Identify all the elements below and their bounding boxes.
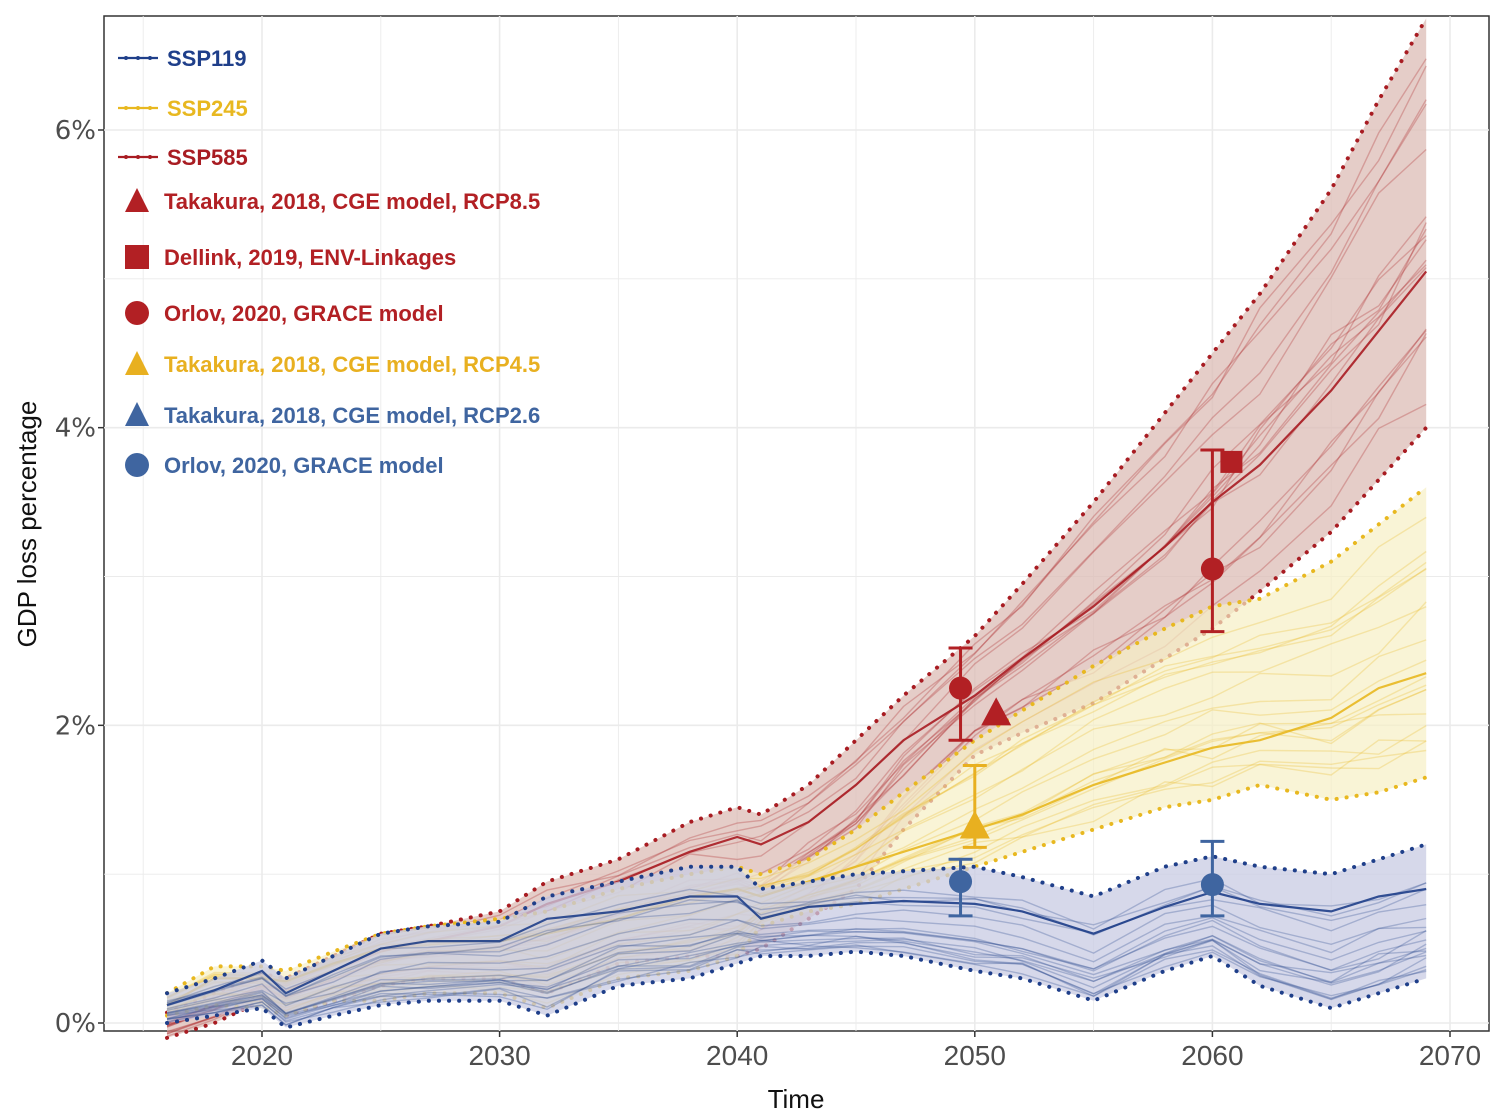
x-tick-label: 2050: [944, 1040, 1006, 1071]
band-fill-ssp585: [167, 18, 1427, 1038]
x-tick-label: 2070: [1419, 1040, 1481, 1071]
x-tick-label: 2040: [706, 1040, 768, 1071]
legend-dot: [148, 155, 152, 159]
x-tick-label: 2030: [468, 1040, 530, 1071]
literature-point: [1200, 839, 1225, 918]
legend-label: Takakura, 2018, CGE model, RCP2.6: [164, 403, 540, 428]
legend-label: Dellink, 2019, ENV-Linkages: [164, 245, 456, 270]
ensemble-line-ssp119: [166, 930, 1427, 1015]
x-tick-label: 2020: [231, 1040, 293, 1071]
ensemble-line-ssp119: [166, 939, 1427, 1026]
legend-item: Takakura, 2018, CGE model, RCP2.6: [125, 402, 540, 428]
ensemble-line-ssp119: [166, 934, 1427, 1017]
y-tick-label: 2%: [55, 711, 96, 741]
ensemble-line-ssp119: [166, 937, 1427, 1017]
square-marker: [1220, 450, 1243, 473]
ensemble-line-ssp119: [166, 916, 1427, 1015]
legend-item: Takakura, 2018, CGE model, RCP8.5: [125, 188, 540, 214]
upper-bound-ssp119: [165, 842, 1429, 996]
y-tick-label: 6%: [55, 116, 96, 146]
ensemble-line-ssp119: [166, 945, 1427, 1026]
circle-marker: [949, 870, 973, 894]
legend-label: SSP585: [167, 145, 248, 170]
legend-triangle-key: [125, 188, 149, 212]
legend-dot: [124, 155, 128, 159]
legend-label: Orlov, 2020, GRACE model: [164, 301, 444, 326]
legend-label: Orlov, 2020, GRACE model: [164, 453, 444, 478]
triangle-marker: [981, 697, 1012, 726]
band-ssp119: [165, 842, 1429, 1030]
x-axis-title: Time: [768, 1084, 825, 1114]
legend-circle-key: [125, 301, 149, 325]
literature-point: [981, 697, 1012, 726]
literature-points: [948, 448, 1243, 918]
legend-dot: [136, 155, 140, 159]
ensemble-line-ssp119: [166, 925, 1427, 1015]
circle-marker: [1200, 873, 1224, 897]
legend-item: Orlov, 2020, GRACE model: [125, 301, 444, 326]
legend-label: SSP245: [167, 96, 248, 121]
y-tick-label: 4%: [55, 414, 96, 444]
legend-item: SSP585: [118, 145, 248, 170]
legend-label: Takakura, 2018, CGE model, RCP4.5: [164, 352, 540, 377]
ensemble-line-ssp119: [166, 935, 1427, 1020]
legend-label: SSP119: [167, 46, 247, 71]
legend: SSP119 SSP245 SSP585 Takakura, 2018, CGE mo…: [118, 46, 540, 478]
legend-label: Takakura, 2018, CGE model, RCP8.5: [164, 189, 540, 214]
legend-circle-key: [125, 453, 149, 477]
lower-bound-ssp119: [165, 949, 1429, 1030]
legend-item: Orlov, 2020, GRACE model: [125, 453, 444, 478]
axes: 2020 2030 2040 2050 2060 2070 0% 2% 4% 6%: [55, 116, 1481, 1071]
legend-dot: [124, 56, 128, 60]
triangle-marker: [959, 810, 990, 839]
legend-item: Dellink, 2019, ENV-Linkages: [125, 245, 456, 270]
literature-point: [948, 646, 973, 742]
ensemble-line-ssp119: [166, 945, 1427, 1023]
legend-item: Takakura, 2018, CGE model, RCP4.5: [125, 351, 540, 377]
legend-triangle-key: [125, 402, 149, 426]
legend-dot: [124, 106, 128, 110]
y-axis-title: GDP loss percentage: [12, 401, 42, 648]
upper-bound-ssp245: [165, 485, 1429, 996]
literature-point: [948, 857, 973, 918]
legend-dot: [136, 106, 140, 110]
circle-marker: [949, 676, 973, 700]
ensemble-line-ssp119: [166, 934, 1427, 1020]
legend-dot: [136, 56, 140, 60]
legend-item: SSP245: [118, 96, 248, 121]
literature-point: [1220, 450, 1243, 473]
ensemble-line-ssp119: [166, 944, 1427, 1023]
y-tick-label: 0%: [55, 1009, 96, 1039]
legend-square-key: [125, 245, 149, 269]
x-tick-label: 2060: [1181, 1040, 1243, 1071]
ensemble-line-ssp119: [166, 919, 1427, 1015]
literature-point: [1200, 448, 1225, 634]
legend-dot: [148, 56, 152, 60]
legend-triangle-key: [125, 351, 149, 375]
legend-item: SSP119: [118, 46, 247, 71]
legend-dot: [148, 106, 152, 110]
literature-point: [959, 764, 990, 849]
circle-marker: [1200, 557, 1224, 581]
